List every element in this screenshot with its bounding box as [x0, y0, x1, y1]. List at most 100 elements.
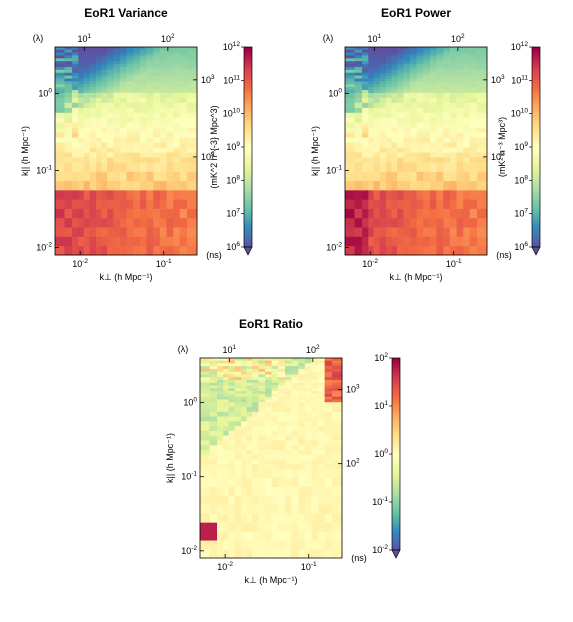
heatmap-cell — [423, 107, 431, 113]
heatmap-cell — [107, 55, 114, 59]
heatmap-cell — [469, 47, 478, 50]
heatmap-cell — [332, 393, 343, 397]
heatmap-cell — [368, 72, 375, 76]
heatmap-cell — [258, 379, 266, 383]
heatmap-cell — [379, 152, 387, 158]
heatmap-cell — [463, 52, 471, 56]
heatmap-cell — [179, 236, 188, 247]
heatmap-cell — [469, 57, 478, 62]
heatmap-cell — [252, 435, 259, 441]
heatmap-cell — [228, 396, 236, 400]
heatmap-cell — [113, 199, 121, 209]
colorbar-segment — [244, 203, 252, 208]
heatmap-cell — [318, 382, 326, 386]
heatmap-cell — [101, 217, 108, 228]
heatmap-cell — [146, 78, 154, 82]
heatmap-cell — [469, 171, 478, 182]
heatmap-cell — [89, 92, 97, 98]
heatmap-cell — [410, 199, 418, 209]
heatmap-cell — [228, 411, 236, 417]
heatmap-cell — [223, 360, 230, 364]
heatmap-cell — [354, 49, 363, 53]
heatmap-cell — [318, 463, 326, 470]
heatmap-cell — [166, 112, 174, 118]
heatmap-cell — [416, 147, 424, 153]
heatmap-cell — [179, 49, 188, 53]
heatmap-cell — [101, 102, 108, 108]
heatmap-cell — [423, 49, 431, 53]
heatmap-cell — [153, 66, 161, 70]
heatmap-cell — [298, 522, 306, 532]
heatmap-cell — [55, 142, 65, 148]
heatmap-cell — [120, 78, 128, 82]
heatmap-cell — [146, 83, 154, 88]
colorbar-segment — [532, 160, 540, 165]
heatmap-cell — [252, 468, 259, 478]
heatmap-cell — [187, 97, 198, 103]
heatmap-cell — [166, 83, 174, 88]
heatmap-cell — [469, 63, 478, 67]
heatmap-cell — [89, 208, 97, 219]
heatmap-cell — [298, 396, 306, 400]
heatmap-cell — [362, 157, 369, 163]
heatmap-cell — [436, 122, 444, 128]
heatmap-cell — [403, 102, 411, 108]
heatmap-cell — [477, 217, 488, 228]
chart-title: EoR1 Variance — [84, 6, 168, 20]
heatmap-cell — [449, 147, 457, 153]
heatmap-cell — [298, 439, 306, 446]
heatmap-cell — [153, 92, 161, 98]
heatmap-cell — [246, 390, 253, 394]
heatmap-cell — [166, 97, 174, 103]
heatmap-cell — [209, 454, 218, 460]
heatmap-cell — [89, 137, 97, 143]
colorbar-segment — [392, 441, 400, 445]
heatmap-cell — [200, 416, 210, 422]
heatmap-cell — [403, 127, 411, 133]
heatmap-cell — [416, 80, 424, 85]
heatmap-cell — [332, 399, 343, 403]
heatmap-cell — [449, 69, 457, 73]
heatmap-cell — [228, 430, 236, 436]
heatmap-cell — [234, 444, 242, 450]
heatmap-cell — [146, 112, 154, 118]
heatmap-cell — [83, 52, 91, 56]
heatmap-cell — [83, 75, 91, 79]
heatmap-cell — [83, 83, 91, 88]
heatmap-cell — [246, 531, 253, 541]
heatmap-cell — [291, 385, 299, 389]
heatmap-cell — [223, 463, 230, 470]
heatmap-cell — [241, 435, 247, 441]
heatmap-cell — [332, 477, 343, 487]
heatmap-cell — [252, 411, 259, 417]
heatmap-cell — [55, 171, 65, 182]
heatmap-cell — [311, 504, 319, 514]
heatmap-cell — [133, 86, 141, 91]
heatmap-cell — [140, 189, 147, 200]
heatmap-cell — [96, 52, 102, 56]
heatmap-cell — [318, 425, 326, 431]
heatmap-cell — [291, 522, 299, 532]
heatmap-cell — [228, 362, 236, 367]
heatmap-cell — [179, 52, 188, 56]
heatmap-cell — [332, 374, 343, 378]
heatmap-cell — [159, 236, 167, 247]
heatmap-cell — [423, 152, 431, 158]
heatmap-cell — [120, 102, 128, 108]
heatmap-cell — [368, 47, 375, 50]
heatmap-cell — [271, 420, 279, 427]
heatmap-cell — [234, 416, 242, 422]
heatmap-cell — [278, 401, 286, 407]
colorbar-segment — [532, 193, 540, 198]
heatmap-cell — [209, 420, 218, 427]
x-tick-label: 10-1 — [301, 561, 317, 572]
heatmap-cell — [386, 52, 392, 56]
heatmap-cell — [223, 468, 230, 478]
heatmap-cell — [179, 199, 188, 209]
heatmap-cell — [89, 199, 97, 209]
colorbar-segment — [244, 60, 252, 65]
heatmap-cell — [443, 142, 451, 148]
heatmap-cell — [209, 406, 218, 412]
heatmap-cell — [436, 57, 444, 62]
heatmap-cell — [101, 122, 108, 128]
